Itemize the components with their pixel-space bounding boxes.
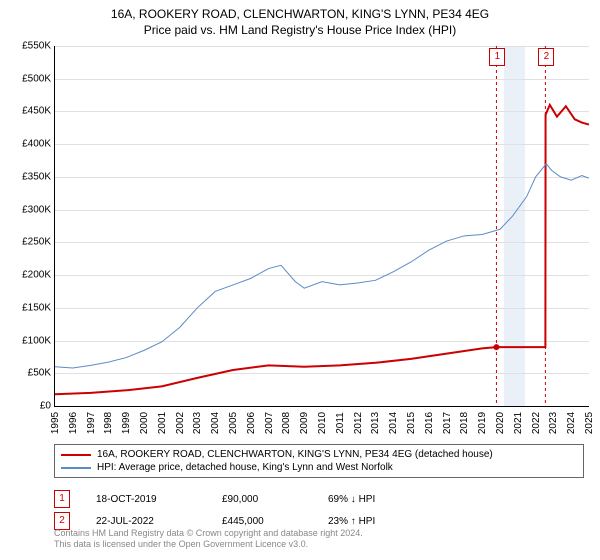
x-axis-label: 2025 [584, 412, 595, 434]
footer-line-1: Contains HM Land Registry data © Crown c… [54, 528, 363, 539]
event-date: 18-OCT-2019 [96, 494, 196, 505]
x-axis-label: 2020 [495, 412, 506, 434]
y-axis-label: £450K [22, 106, 51, 117]
event-date: 22-JUL-2022 [96, 516, 196, 527]
x-axis-label: 2006 [246, 412, 257, 434]
y-axis-label: £200K [22, 270, 51, 281]
x-axis-label: 2019 [477, 412, 488, 434]
x-axis-label: 2024 [566, 412, 577, 434]
x-axis-label: 1997 [86, 412, 97, 434]
x-axis-label: 2003 [192, 412, 203, 434]
callout-marker-icon: 1 [489, 48, 505, 66]
title-line-1: 16A, ROOKERY ROAD, CLENCHWARTON, KING'S … [0, 6, 600, 22]
x-axis-label: 2016 [424, 412, 435, 434]
x-axis-label: 1995 [50, 412, 61, 434]
x-axis-label: 1998 [103, 412, 114, 434]
y-axis-label: £400K [22, 139, 51, 150]
footer: Contains HM Land Registry data © Crown c… [54, 528, 363, 551]
event-delta: 23% ↑ HPI [328, 516, 375, 527]
y-axis-label: £350K [22, 171, 51, 182]
x-axis-label: 2013 [370, 412, 381, 434]
series-price_paid [55, 105, 589, 394]
chart-svg [55, 46, 589, 406]
x-axis-label: 2018 [459, 412, 470, 434]
x-axis-label: 2014 [388, 412, 399, 434]
y-axis-label: £550K [22, 41, 51, 52]
x-axis-label: 2023 [548, 412, 559, 434]
event-marker-icon: 1 [54, 490, 70, 508]
legend-item: HPI: Average price, detached house, King… [61, 461, 577, 474]
y-axis-label: £100K [22, 335, 51, 346]
x-axis-label: 2008 [281, 412, 292, 434]
event-row: 1 18-OCT-2019 £90,000 69% ↓ HPI [54, 488, 375, 510]
x-axis-label: 2017 [442, 412, 453, 434]
title-line-2: Price paid vs. HM Land Registry's House … [0, 22, 600, 38]
x-axis-label: 2009 [299, 412, 310, 434]
x-axis-label: 2010 [317, 412, 328, 434]
chart-container: 16A, ROOKERY ROAD, CLENCHWARTON, KING'S … [0, 0, 600, 560]
x-axis-label: 2022 [531, 412, 542, 434]
legend-swatch [61, 467, 91, 469]
footer-line-2: This data is licensed under the Open Gov… [54, 539, 363, 550]
legend-label: HPI: Average price, detached house, King… [97, 462, 393, 473]
chart-title: 16A, ROOKERY ROAD, CLENCHWARTON, KING'S … [0, 0, 600, 38]
x-axis-label: 1999 [121, 412, 132, 434]
y-axis-label: £50K [28, 368, 51, 379]
event-price: £445,000 [222, 516, 302, 527]
plot-area: £0£50K£100K£150K£200K£250K£300K£350K£400… [54, 46, 589, 407]
x-axis-label: 1996 [68, 412, 79, 434]
x-axis-label: 2001 [157, 412, 168, 434]
x-axis-label: 2007 [264, 412, 275, 434]
x-axis-label: 2005 [228, 412, 239, 434]
event-price: £90,000 [222, 494, 302, 505]
y-axis-label: £150K [22, 302, 51, 313]
x-axis-label: 2012 [353, 412, 364, 434]
legend-item: 16A, ROOKERY ROAD, CLENCHWARTON, KING'S … [61, 448, 577, 461]
legend: 16A, ROOKERY ROAD, CLENCHWARTON, KING'S … [54, 444, 584, 478]
events-table: 1 18-OCT-2019 £90,000 69% ↓ HPI 2 22-JUL… [54, 488, 375, 532]
x-axis-label: 2021 [513, 412, 524, 434]
legend-swatch [61, 454, 91, 456]
x-axis-label: 2000 [139, 412, 150, 434]
event-delta: 69% ↓ HPI [328, 494, 375, 505]
x-axis-label: 2015 [406, 412, 417, 434]
callout-marker-icon: 2 [538, 48, 554, 66]
x-axis-label: 2002 [175, 412, 186, 434]
y-axis-label: £500K [22, 73, 51, 84]
y-axis-label: £250K [22, 237, 51, 248]
y-axis-label: £0 [40, 401, 51, 412]
legend-label: 16A, ROOKERY ROAD, CLENCHWARTON, KING'S … [97, 449, 493, 460]
series-hpi [55, 164, 589, 368]
x-axis-label: 2011 [335, 412, 346, 434]
x-axis-label: 2004 [210, 412, 221, 434]
y-axis-label: £300K [22, 204, 51, 215]
